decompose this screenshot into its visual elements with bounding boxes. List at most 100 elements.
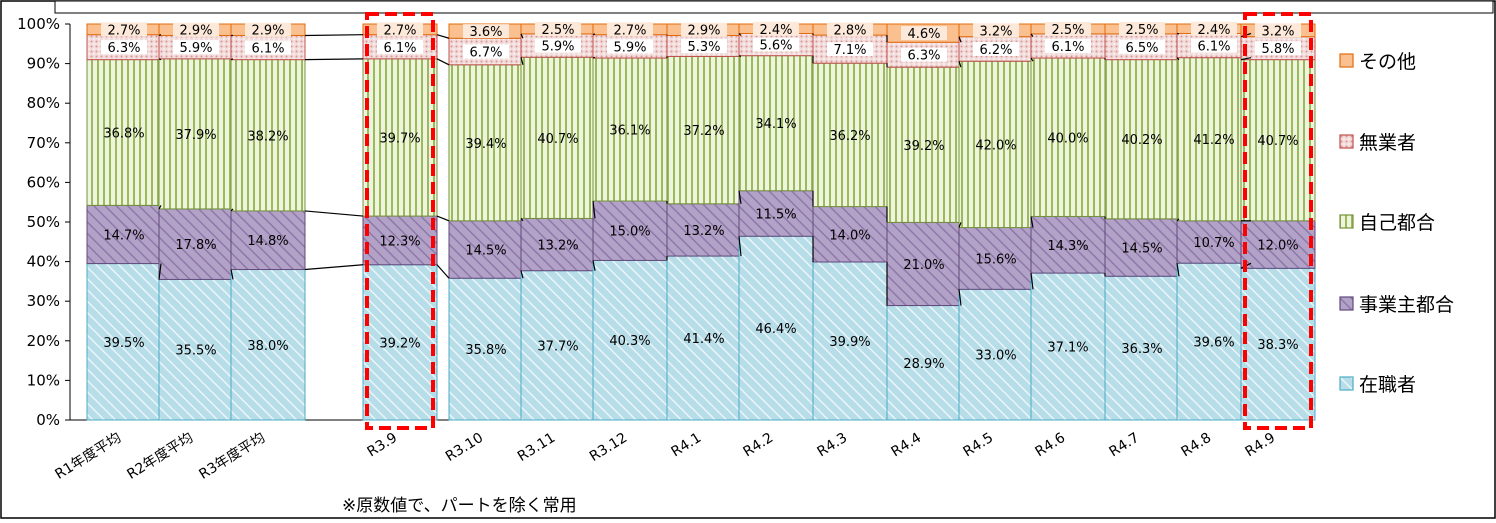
data-label: 6.7% (469, 46, 502, 61)
data-label: 14.8% (247, 234, 288, 249)
data-label: 14.7% (103, 228, 144, 243)
data-label: 39.9% (829, 335, 870, 350)
data-label: 14.5% (465, 244, 506, 259)
data-label: 13.2% (683, 224, 724, 239)
data-label: 2.9% (251, 24, 284, 39)
legend-swatch (1340, 377, 1353, 390)
data-label: 7.1% (833, 43, 866, 58)
data-label: 5.8% (1261, 42, 1294, 57)
data-label: 39.6% (1193, 336, 1234, 351)
legend-label: 無業者 (1359, 132, 1416, 154)
data-label: 5.6% (759, 39, 792, 54)
data-label: 39.4% (465, 137, 506, 152)
data-label: 11.5% (755, 207, 796, 222)
data-label: 37.9% (175, 128, 216, 143)
data-label: 6.2% (979, 43, 1012, 58)
data-label: 6.1% (1197, 40, 1230, 55)
y-tick-label: 50% (27, 213, 60, 231)
data-label: 37.7% (537, 339, 578, 354)
data-label: 38.2% (247, 129, 288, 144)
data-label: 2.7% (383, 23, 416, 38)
data-label: 2.4% (759, 23, 792, 38)
data-label: 2.7% (613, 23, 646, 38)
y-tick-label: 70% (27, 134, 60, 152)
legend-label: 自己都合 (1359, 212, 1435, 234)
data-label: 4.6% (907, 27, 940, 42)
data-label: 15.0% (609, 225, 650, 240)
legend-label: 在職者 (1359, 374, 1416, 396)
data-label: 6.1% (251, 42, 284, 57)
data-label: 6.1% (1051, 40, 1084, 55)
data-label: 17.8% (175, 238, 216, 253)
data-label: 39.5% (103, 336, 144, 351)
data-label: 41.4% (683, 332, 724, 347)
data-label: 28.9% (903, 357, 944, 372)
legend-swatch (1340, 215, 1353, 228)
data-label: 6.3% (107, 41, 140, 56)
data-label: 6.3% (907, 49, 940, 64)
y-tick-label: 30% (27, 292, 60, 310)
y-tick-label: 0% (36, 411, 60, 429)
data-label: 15.6% (975, 252, 1016, 267)
data-label: 14.0% (829, 228, 870, 243)
data-label: 40.7% (1257, 134, 1298, 149)
data-label: 2.9% (179, 24, 212, 39)
data-label: 35.8% (465, 343, 506, 358)
y-tick-label: 90% (27, 55, 60, 73)
data-label: 36.1% (609, 124, 650, 139)
data-label: 5.9% (613, 40, 646, 55)
data-label: 13.2% (537, 239, 578, 254)
y-tick-label: 40% (27, 253, 60, 271)
data-label: 36.8% (103, 127, 144, 142)
series-connector (159, 35, 161, 36)
data-label: 42.0% (975, 138, 1016, 153)
series-connector (305, 35, 363, 36)
data-label: 33.0% (975, 349, 1016, 364)
y-tick-label: 100% (17, 15, 60, 33)
series-connector (593, 57, 595, 58)
data-label: 12.0% (1257, 239, 1298, 254)
data-label: 14.3% (1047, 239, 1088, 254)
data-label: 39.7% (379, 131, 420, 146)
data-label: 38.3% (1257, 338, 1298, 353)
data-label: 2.7% (107, 23, 140, 38)
data-label: 34.1% (755, 117, 796, 132)
data-label: 6.5% (1125, 41, 1158, 56)
legend-swatch (1340, 297, 1353, 310)
top-border-inner (55, 1, 1493, 13)
series-connector (305, 59, 363, 60)
data-label: 36.3% (1121, 342, 1162, 357)
data-label: 12.3% (379, 234, 420, 249)
data-label: 40.3% (609, 334, 650, 349)
y-tick-label: 60% (27, 173, 60, 191)
data-label: 2.9% (687, 24, 720, 39)
series-connector (159, 59, 161, 60)
y-tick-label: 80% (27, 94, 60, 112)
data-label: 39.2% (903, 139, 944, 154)
data-label: 38.0% (247, 339, 288, 354)
data-label: 5.9% (541, 40, 574, 55)
data-label: 37.2% (683, 124, 724, 139)
data-label: 40.2% (1121, 133, 1162, 148)
legend-swatch (1340, 135, 1353, 148)
data-label: 39.2% (379, 336, 420, 351)
footnote: ※原数値で、パートを除く常用 (342, 496, 577, 516)
data-label: 3.6% (469, 25, 502, 40)
data-label: 2.4% (1197, 23, 1230, 38)
data-label: 2.8% (833, 24, 866, 39)
data-label: 40.7% (537, 132, 578, 147)
data-label: 14.5% (1121, 242, 1162, 257)
data-label: 3.2% (979, 24, 1012, 39)
y-tick-label: 10% (27, 371, 60, 389)
legend-label: 事業主都合 (1359, 294, 1454, 316)
data-label: 2.5% (541, 23, 574, 38)
legend-label: その他 (1359, 51, 1416, 73)
data-label: 6.1% (383, 41, 416, 56)
series-connector (739, 56, 741, 57)
data-label: 40.0% (1047, 131, 1088, 146)
data-label: 2.5% (1125, 23, 1158, 38)
series-connector (593, 34, 595, 35)
bars (87, 24, 1315, 420)
